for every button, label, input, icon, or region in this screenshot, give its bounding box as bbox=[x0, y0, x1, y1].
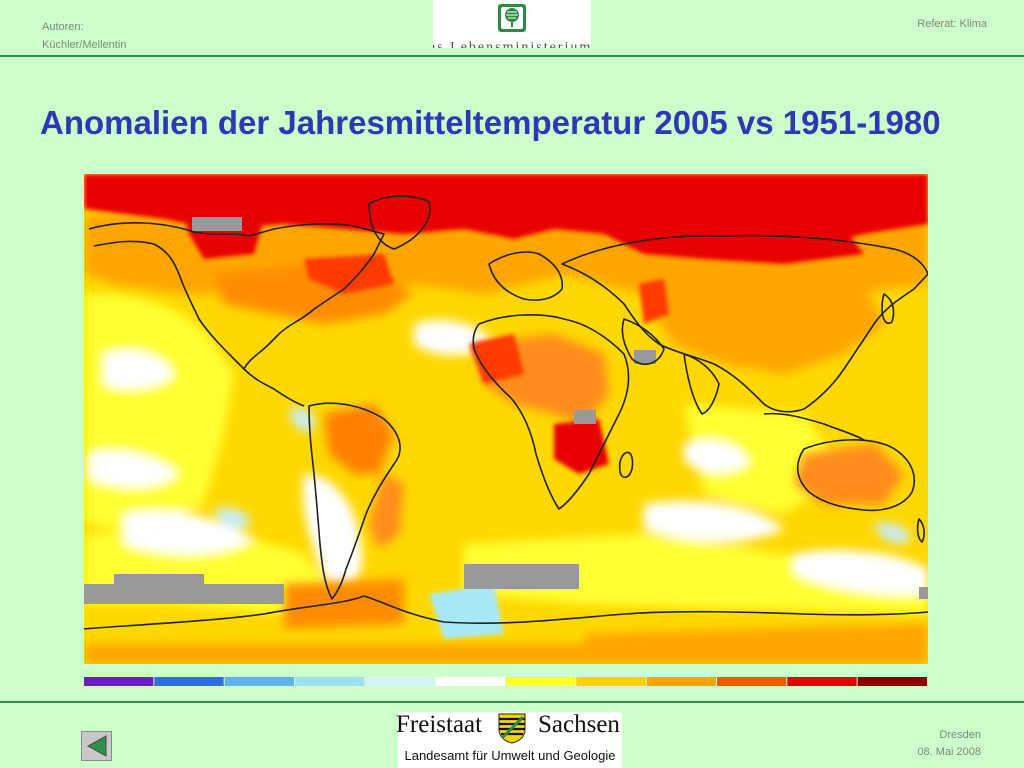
outline-central-america bbox=[243, 368, 305, 407]
saxony-logo: Freistaat Sachsen Landesamt für Umwelt u… bbox=[396, 711, 622, 768]
anomaly-orange-antarctic bbox=[284, 579, 404, 629]
outline-europe bbox=[488, 251, 564, 301]
legend-swatch bbox=[435, 677, 505, 686]
triangle-left-icon bbox=[86, 735, 107, 757]
anomaly-lightblue-3 bbox=[874, 522, 910, 544]
anomaly-yellow-southern bbox=[464, 534, 928, 614]
outline-japan bbox=[881, 293, 895, 324]
footer-info: Dresden 08. Mai 2008 bbox=[917, 727, 981, 761]
authors-names: Küchler/Mellentin bbox=[42, 39, 127, 51]
header-topic: Referat: Klima bbox=[917, 18, 987, 30]
anomaly-red-canada bbox=[304, 254, 394, 294]
legend-swatch bbox=[857, 677, 927, 686]
outline-greenland bbox=[368, 195, 431, 250]
legend-swatch bbox=[646, 677, 716, 686]
saxony-wordmark: Freistaat Sachsen bbox=[396, 711, 622, 744]
outline-asia bbox=[561, 234, 928, 413]
anomaly-red-west-africa bbox=[469, 334, 524, 384]
footer-divider bbox=[0, 701, 1024, 703]
anomaly-white-sa bbox=[303, 474, 363, 587]
legend-swatch bbox=[717, 677, 787, 686]
coastline-outlines bbox=[84, 195, 928, 630]
no-data-africa-horn bbox=[634, 350, 656, 364]
outline-africa bbox=[472, 314, 630, 510]
outline-arabia bbox=[621, 318, 665, 365]
header-divider bbox=[0, 55, 1024, 57]
anomaly-white-indian bbox=[684, 440, 749, 474]
ministry-logo: as Lebensministerium bbox=[433, 0, 591, 48]
anomaly-white-southern-1 bbox=[124, 510, 254, 555]
legend-swatch bbox=[295, 677, 365, 686]
ministry-logo-text: as Lebensministerium bbox=[433, 40, 591, 48]
legend-swatch bbox=[365, 677, 435, 686]
anomaly-white-southern-2 bbox=[644, 500, 784, 543]
state-name-left: Freistaat bbox=[396, 711, 483, 738]
color-legend bbox=[84, 677, 927, 686]
no-data-antarctic-west-2 bbox=[114, 574, 204, 586]
no-data-antarctic-west-1 bbox=[84, 584, 284, 604]
outline-india bbox=[683, 353, 720, 415]
footer-date: 08. Mai 2008 bbox=[917, 746, 981, 758]
legend-swatch bbox=[154, 677, 224, 686]
header-authors: Autoren: Küchler/Mellentin bbox=[42, 18, 126, 54]
no-data-antarctic-east bbox=[919, 587, 928, 599]
anomaly-white-pacific-1 bbox=[104, 350, 174, 390]
legend-swatch bbox=[506, 677, 576, 686]
outline-madagascar bbox=[618, 451, 634, 479]
temperature-anomaly-map bbox=[84, 174, 928, 686]
anomaly-lightblue-2 bbox=[214, 507, 250, 529]
outline-new-zealand bbox=[916, 518, 925, 543]
footer-city: Dresden bbox=[939, 729, 981, 741]
anomaly-white-pacific-2 bbox=[89, 450, 179, 488]
back-button[interactable] bbox=[81, 731, 112, 761]
legend-swatch bbox=[84, 677, 154, 686]
anomaly-orange-sa bbox=[324, 404, 394, 474]
legend-swatch bbox=[576, 677, 646, 686]
no-data-greenland bbox=[192, 217, 242, 231]
anomaly-orange-australia bbox=[794, 444, 904, 504]
outline-antarctica bbox=[84, 595, 928, 630]
legend-swatch bbox=[224, 677, 294, 686]
anomaly-orange-band bbox=[84, 644, 928, 664]
anomaly-orange-patagonia bbox=[369, 474, 404, 549]
anomaly-orange-asia bbox=[644, 269, 884, 374]
no-data-africa-south bbox=[574, 410, 596, 424]
no-data-antarctic-center bbox=[464, 564, 579, 589]
agency-name: Landesamt für Umwelt und Geologie bbox=[404, 748, 616, 763]
outline-indonesia bbox=[763, 412, 865, 441]
slide-title: Anomalien der Jahresmitteltemperatur 200… bbox=[40, 104, 941, 141]
coat-of-arms-icon bbox=[498, 713, 526, 744]
anomaly-cool-antarctic bbox=[429, 584, 504, 639]
legend-swatch bbox=[787, 677, 857, 686]
outline-south-america bbox=[308, 402, 401, 600]
anomaly-red-arabia bbox=[639, 279, 669, 324]
authors-label: Autoren: bbox=[42, 21, 84, 33]
anomaly-white-sw-pacific bbox=[794, 549, 928, 596]
outline-north-america bbox=[88, 222, 385, 370]
state-name-right: Sachsen bbox=[538, 711, 620, 738]
outline-australia bbox=[796, 439, 915, 512]
tree-icon bbox=[498, 4, 526, 32]
